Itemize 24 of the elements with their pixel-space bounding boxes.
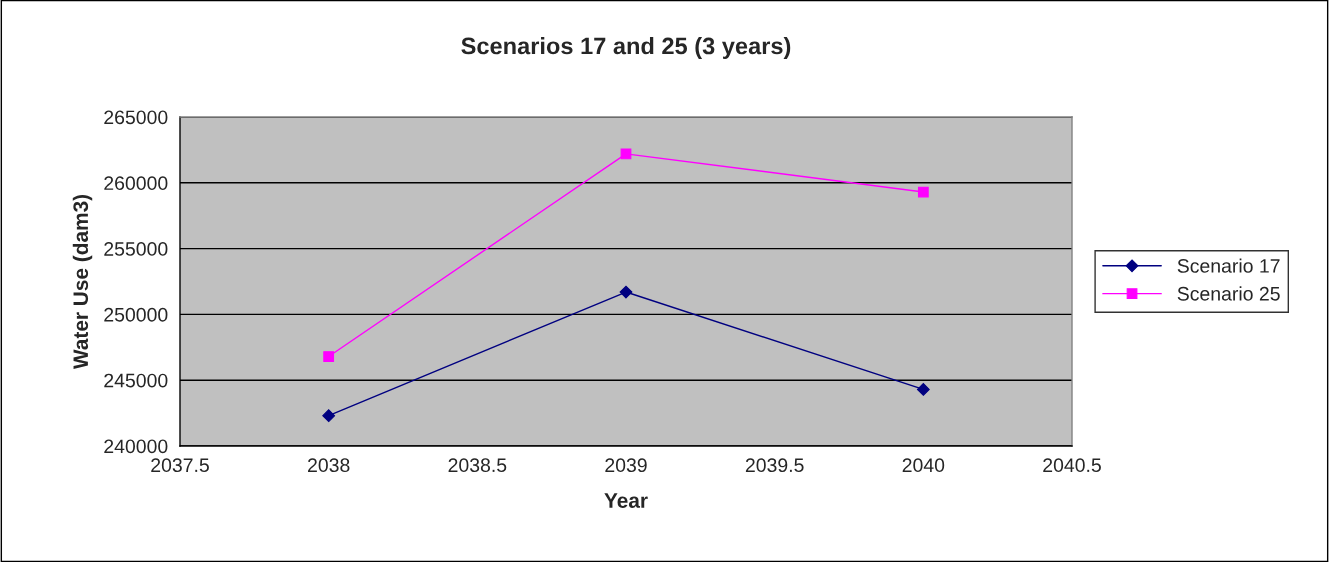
point: [322, 409, 336, 423]
y-axis-title: Water Use (dam3): [72, 194, 93, 370]
x-axis-title: Year: [604, 493, 648, 508]
point: [917, 186, 929, 198]
y-tick-label: 240000: [104, 439, 168, 454]
y-tick-label: 245000: [104, 373, 168, 388]
x-tick-label: 2040: [902, 458, 945, 473]
y-tick-label: 265000: [104, 110, 168, 125]
chart-title: Scenarios 17 and 25 (3 years): [461, 37, 791, 59]
point: [619, 285, 633, 299]
point: [323, 351, 335, 362]
x-tick-label: 2037.5: [151, 458, 209, 473]
x-tick-label: 2039: [605, 458, 647, 473]
legend-label: Scenario 17: [1177, 258, 1280, 273]
point: [620, 148, 632, 160]
y-tick-label: 250000: [104, 307, 168, 322]
y-tick-label: 260000: [104, 176, 168, 191]
point: [916, 383, 930, 396]
x-tick-label: 2040.5: [1043, 458, 1101, 473]
y-tick-label: 255000: [104, 242, 168, 256]
x-tick-label: 2039.5: [745, 458, 804, 473]
x-tick-label: 2038.5: [448, 458, 507, 473]
legend-label: Scenario 25: [1177, 286, 1280, 301]
x-tick-label: 2038: [308, 458, 350, 473]
